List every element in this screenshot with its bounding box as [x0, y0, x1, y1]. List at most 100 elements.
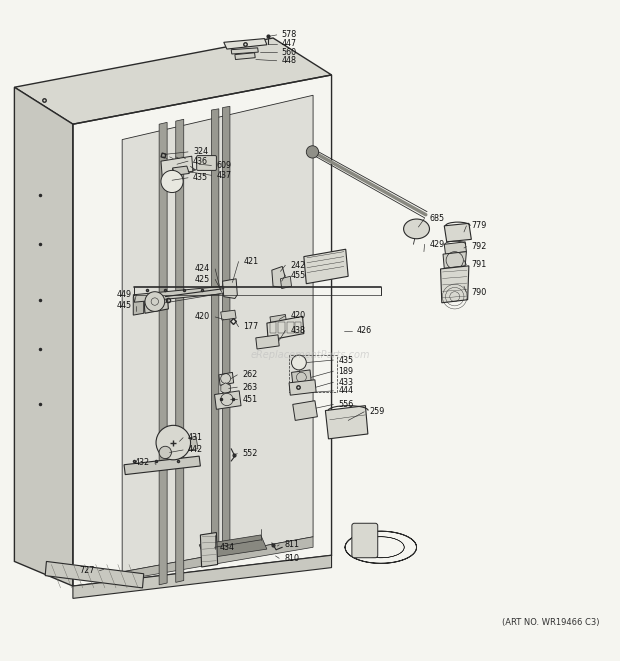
Polygon shape [231, 48, 259, 54]
Text: 426: 426 [356, 326, 372, 335]
Polygon shape [199, 535, 267, 559]
Polygon shape [326, 406, 368, 439]
Text: 435: 435 [193, 173, 208, 182]
Polygon shape [159, 122, 167, 585]
Polygon shape [291, 370, 311, 383]
Text: 263: 263 [242, 383, 257, 392]
FancyBboxPatch shape [352, 524, 378, 558]
Polygon shape [441, 266, 469, 303]
Text: 242: 242 [290, 260, 306, 270]
Polygon shape [144, 292, 169, 313]
Polygon shape [445, 242, 466, 254]
Polygon shape [224, 38, 267, 49]
Text: 449: 449 [117, 290, 131, 299]
Text: 609: 609 [216, 161, 231, 170]
Text: 448: 448 [281, 56, 297, 65]
Text: 259: 259 [369, 407, 384, 416]
Polygon shape [223, 106, 230, 542]
Polygon shape [124, 456, 200, 475]
Polygon shape [221, 310, 236, 320]
Polygon shape [14, 87, 73, 586]
Text: 790: 790 [471, 288, 487, 297]
Text: 792: 792 [471, 242, 487, 251]
Polygon shape [272, 266, 286, 288]
Polygon shape [172, 166, 189, 175]
Polygon shape [14, 38, 332, 124]
Text: 432: 432 [135, 459, 150, 467]
Polygon shape [133, 286, 225, 302]
Bar [286, 322, 294, 333]
Polygon shape [122, 95, 313, 572]
Circle shape [145, 292, 165, 311]
Polygon shape [133, 295, 144, 315]
Text: 455: 455 [290, 270, 306, 280]
Polygon shape [169, 436, 198, 453]
Text: 445: 445 [117, 301, 131, 311]
Text: 578: 578 [281, 30, 297, 40]
Polygon shape [443, 252, 466, 268]
Circle shape [306, 145, 319, 158]
Polygon shape [223, 279, 237, 299]
Text: 429: 429 [430, 240, 445, 249]
Polygon shape [445, 223, 471, 242]
Polygon shape [215, 391, 241, 409]
Text: 420: 420 [290, 311, 306, 320]
Text: 262: 262 [242, 370, 257, 379]
Bar [289, 355, 337, 392]
Circle shape [156, 425, 190, 460]
Text: 442: 442 [188, 446, 203, 455]
Bar [295, 322, 301, 333]
Polygon shape [267, 317, 304, 340]
Text: 451: 451 [242, 395, 257, 404]
Text: 425: 425 [195, 275, 210, 284]
Text: 556: 556 [339, 400, 353, 409]
Text: 324: 324 [193, 147, 208, 157]
Text: 420: 420 [195, 313, 210, 321]
Text: 811: 811 [284, 540, 299, 549]
Text: 779: 779 [471, 221, 487, 230]
Text: 421: 421 [244, 257, 259, 266]
Text: 433: 433 [339, 377, 353, 387]
Polygon shape [293, 401, 317, 420]
Polygon shape [219, 372, 234, 385]
Text: 436: 436 [193, 157, 208, 166]
Text: eReplacementParts.com: eReplacementParts.com [250, 350, 370, 360]
Text: (ART NO. WR19466 C3): (ART NO. WR19466 C3) [502, 618, 600, 627]
Polygon shape [122, 537, 313, 580]
FancyBboxPatch shape [197, 155, 216, 171]
Text: 437: 437 [216, 171, 231, 180]
Text: 189: 189 [339, 367, 353, 375]
Text: 727: 727 [79, 566, 94, 575]
Bar [278, 322, 285, 333]
Polygon shape [175, 119, 184, 582]
Text: 424: 424 [195, 264, 210, 274]
Ellipse shape [404, 219, 430, 239]
Text: 560: 560 [281, 48, 297, 57]
Text: 435: 435 [339, 356, 353, 365]
Circle shape [291, 355, 306, 370]
Text: 685: 685 [430, 214, 445, 223]
Text: 444: 444 [339, 386, 353, 395]
Polygon shape [161, 156, 193, 176]
Circle shape [161, 171, 183, 192]
Polygon shape [200, 533, 218, 567]
Polygon shape [256, 335, 279, 349]
Circle shape [159, 446, 172, 459]
Polygon shape [270, 315, 286, 326]
Bar [270, 322, 276, 333]
Text: 431: 431 [188, 433, 203, 442]
Text: 438: 438 [290, 326, 305, 335]
Polygon shape [280, 276, 291, 289]
Polygon shape [235, 53, 255, 59]
Polygon shape [304, 249, 348, 284]
Polygon shape [45, 561, 144, 588]
Text: 552: 552 [242, 449, 258, 458]
Text: 810: 810 [284, 554, 299, 563]
Text: 791: 791 [471, 260, 487, 269]
Polygon shape [289, 380, 316, 395]
Text: 434: 434 [220, 543, 235, 552]
Polygon shape [221, 383, 231, 394]
Polygon shape [211, 109, 219, 544]
Text: 177: 177 [244, 323, 259, 331]
Polygon shape [73, 555, 332, 598]
